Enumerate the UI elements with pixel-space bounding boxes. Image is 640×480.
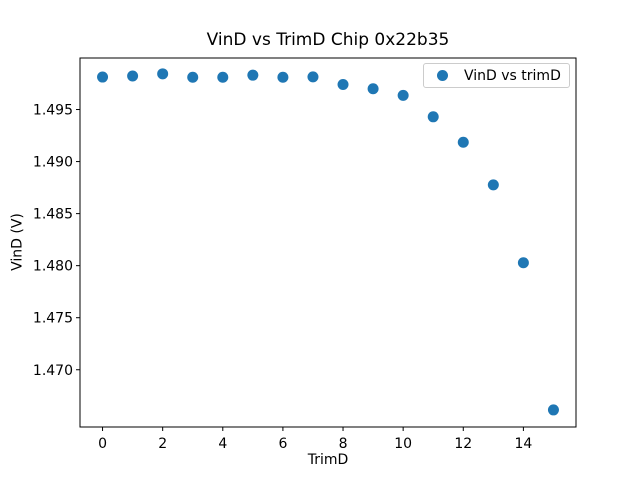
legend: VinD vs trimD <box>423 63 570 88</box>
legend-marker-icon <box>437 70 448 81</box>
data-point <box>307 71 319 83</box>
data-point <box>187 71 199 83</box>
y-tick-label: 1.495 <box>33 103 73 119</box>
data-point <box>517 257 529 269</box>
x-tick-label: 8 <box>339 436 348 452</box>
data-point <box>547 404 559 416</box>
legend-label: VinD vs trimD <box>464 67 561 84</box>
data-point <box>157 68 169 80</box>
data-point <box>367 83 379 95</box>
x-tick-label: 6 <box>278 436 287 452</box>
data-point <box>277 71 289 83</box>
y-axis-label: VinD (V) <box>9 213 26 271</box>
data-point <box>337 79 349 91</box>
data-point <box>247 69 259 81</box>
data-point <box>127 70 139 82</box>
y-tick-label: 1.485 <box>33 207 73 223</box>
x-tick-label: 14 <box>514 436 532 452</box>
x-tick-label: 4 <box>218 436 227 452</box>
data-point <box>217 71 229 83</box>
axes-frame <box>79 57 577 428</box>
chart-title: VinD vs TrimD Chip 0x22b35 <box>206 30 450 50</box>
y-tick-label: 1.470 <box>33 363 73 379</box>
x-tick-label: 10 <box>394 436 412 452</box>
y-tick-label: 1.480 <box>33 259 73 275</box>
x-tick-label: 12 <box>454 436 472 452</box>
y-tick-label: 1.490 <box>33 155 73 171</box>
y-tick-label: 1.475 <box>33 311 73 327</box>
data-point <box>457 136 469 148</box>
data-point <box>427 111 439 123</box>
x-tick-label: 0 <box>98 436 107 452</box>
x-axis-label: TrimD <box>307 452 349 468</box>
data-point <box>397 89 409 101</box>
x-tick-label: 2 <box>158 436 167 452</box>
data-point <box>487 179 499 191</box>
data-point <box>97 71 109 83</box>
